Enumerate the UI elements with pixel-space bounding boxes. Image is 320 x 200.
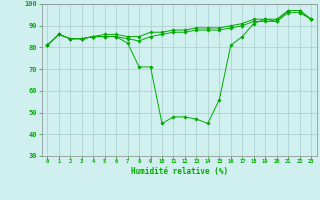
X-axis label: Humidité relative (%): Humidité relative (%) [131,167,228,176]
